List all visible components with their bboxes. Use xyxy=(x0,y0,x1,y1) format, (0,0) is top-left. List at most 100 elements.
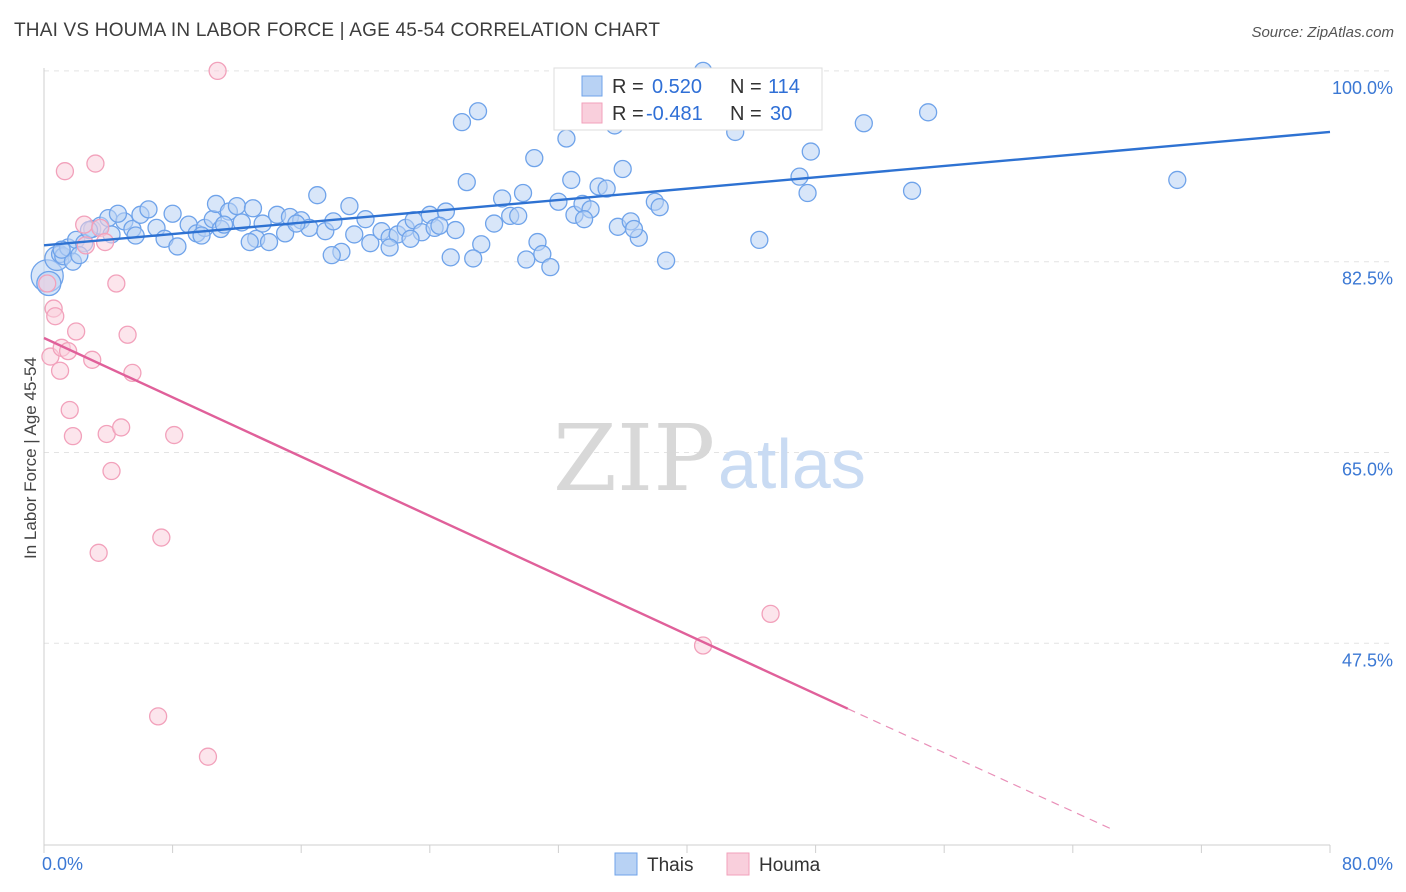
thais-point-57 xyxy=(457,172,476,192)
bottom-legend-swatch-houma xyxy=(726,852,750,876)
y-tick-label-3: 47.5% xyxy=(1342,650,1393,670)
houma-point-9 xyxy=(63,426,83,446)
houma-point-20 xyxy=(107,274,126,293)
thais-point-110 xyxy=(253,214,272,233)
legend-n-label-thais: N = xyxy=(730,76,762,98)
thais-point-107 xyxy=(108,204,128,223)
houma-point-8 xyxy=(60,400,79,420)
thais-point-98 xyxy=(126,226,145,245)
thais-point-100 xyxy=(192,226,211,245)
thais-point-87 xyxy=(750,230,769,250)
legend-n-value-thais: 114 xyxy=(768,76,800,98)
thais-point-76 xyxy=(597,179,616,198)
houma-point-7 xyxy=(55,162,75,181)
thais-point-95 xyxy=(380,238,399,257)
houma-point-0 xyxy=(38,274,57,293)
y-tick-label-0: 100.0% xyxy=(1332,78,1393,98)
houma-point-22 xyxy=(118,325,137,344)
thais-point-89 xyxy=(798,183,817,203)
houma-point-21 xyxy=(112,418,131,437)
thais-point-63 xyxy=(509,206,528,226)
houma-point-25 xyxy=(148,707,168,726)
thais-point-60 xyxy=(484,214,504,233)
bottom-legend-label-thais: Thais xyxy=(647,855,693,876)
houma-point-27 xyxy=(198,747,218,766)
houma-point-12 xyxy=(76,236,95,255)
thais-point-61 xyxy=(492,189,512,208)
thais-point-113 xyxy=(430,216,449,235)
y-tick-label-2: 65.0% xyxy=(1342,460,1393,480)
houma-point-15 xyxy=(89,543,108,562)
x-tick-labels: 0.0% 80.0% xyxy=(42,854,1393,874)
legend-n-value-houma: 30 xyxy=(770,103,792,125)
legend-r-value-thais: 0.520 xyxy=(652,76,702,98)
legend-n-label-houma: N = xyxy=(730,103,762,125)
thais-point-16 xyxy=(139,200,158,219)
thais-point-68 xyxy=(541,258,560,277)
thais-point-83 xyxy=(650,198,669,217)
thais-point-55 xyxy=(446,220,465,240)
bottom-legend-label-houma: Houma xyxy=(759,855,821,876)
thais-point-30 xyxy=(243,199,263,218)
thais-point-92 xyxy=(902,181,922,200)
thais-point-42 xyxy=(345,225,364,244)
thais-point-104 xyxy=(513,183,533,203)
legend-r-label-houma: R = xyxy=(612,103,644,125)
houma-point-14 xyxy=(86,154,105,173)
thais-point-38 xyxy=(308,186,327,205)
thais-point-88 xyxy=(790,167,809,186)
thais-point-69 xyxy=(549,192,568,211)
thais-point-70 xyxy=(557,129,576,148)
thais-point-59 xyxy=(472,235,491,254)
houma-trend-extension xyxy=(847,708,1114,831)
thais-point-65 xyxy=(525,148,544,168)
source-label: Source: ZipAtlas.com xyxy=(1251,24,1394,41)
legend-r-label-thais: R = xyxy=(612,76,644,98)
thais-point-84 xyxy=(656,251,676,270)
y-tick-labels: 100.0% 82.5% 65.0% 47.5% xyxy=(1332,78,1393,670)
houma-point-19 xyxy=(102,461,121,481)
thais-point-96 xyxy=(240,232,259,252)
houma-point-17 xyxy=(95,232,115,252)
houma-point-26 xyxy=(165,425,184,445)
thais-point-106 xyxy=(624,219,644,239)
thais-point-56 xyxy=(452,112,472,132)
thais-point-28 xyxy=(227,196,247,216)
thais-point-103 xyxy=(464,249,483,268)
thais-point-20 xyxy=(168,237,187,256)
thais-point-44 xyxy=(361,234,380,253)
legend-r-value-houma: -0.481 xyxy=(646,103,703,125)
thais-point-41 xyxy=(340,196,359,216)
thais-point-105 xyxy=(574,210,594,229)
watermark-atlas: atlas xyxy=(718,425,866,503)
thais-point-71 xyxy=(562,170,581,190)
thais-point-32 xyxy=(259,232,279,252)
houma-trend-line xyxy=(43,336,849,710)
thais-point-94 xyxy=(1168,170,1187,190)
trend-lines xyxy=(43,130,1331,831)
houma-point-10 xyxy=(67,322,86,341)
thais-point-112 xyxy=(401,229,420,248)
watermark-zip: ZIP xyxy=(553,405,715,512)
x-tick-label-1: 80.0% xyxy=(1342,854,1393,874)
houma-point-30 xyxy=(761,604,780,624)
thais-point-54 xyxy=(441,248,460,267)
houma-point-4 xyxy=(50,361,70,380)
thais-trend-line xyxy=(43,130,1331,247)
legend-swatch-houma xyxy=(581,102,603,124)
thais-point-93 xyxy=(918,103,938,122)
houma-point-11 xyxy=(75,215,94,234)
legend-swatch-thais xyxy=(581,75,603,97)
thais-point-99 xyxy=(52,240,71,259)
stats-legend: R = 0.520 N = 114 R = -0.481 N = 30 xyxy=(553,67,823,131)
y-tick-label-1: 82.5% xyxy=(1342,269,1393,289)
bottom-legend-swatch-thais xyxy=(614,852,638,876)
thais-point-79 xyxy=(613,159,632,179)
thais-point-43 xyxy=(356,210,375,229)
y-axis-label: In Labor Force | Age 45-54 xyxy=(21,357,40,559)
x-tick-marks xyxy=(43,845,1331,853)
thais-point-111 xyxy=(322,246,341,265)
thais-point-64 xyxy=(517,250,536,269)
thais-point-19 xyxy=(163,204,182,223)
